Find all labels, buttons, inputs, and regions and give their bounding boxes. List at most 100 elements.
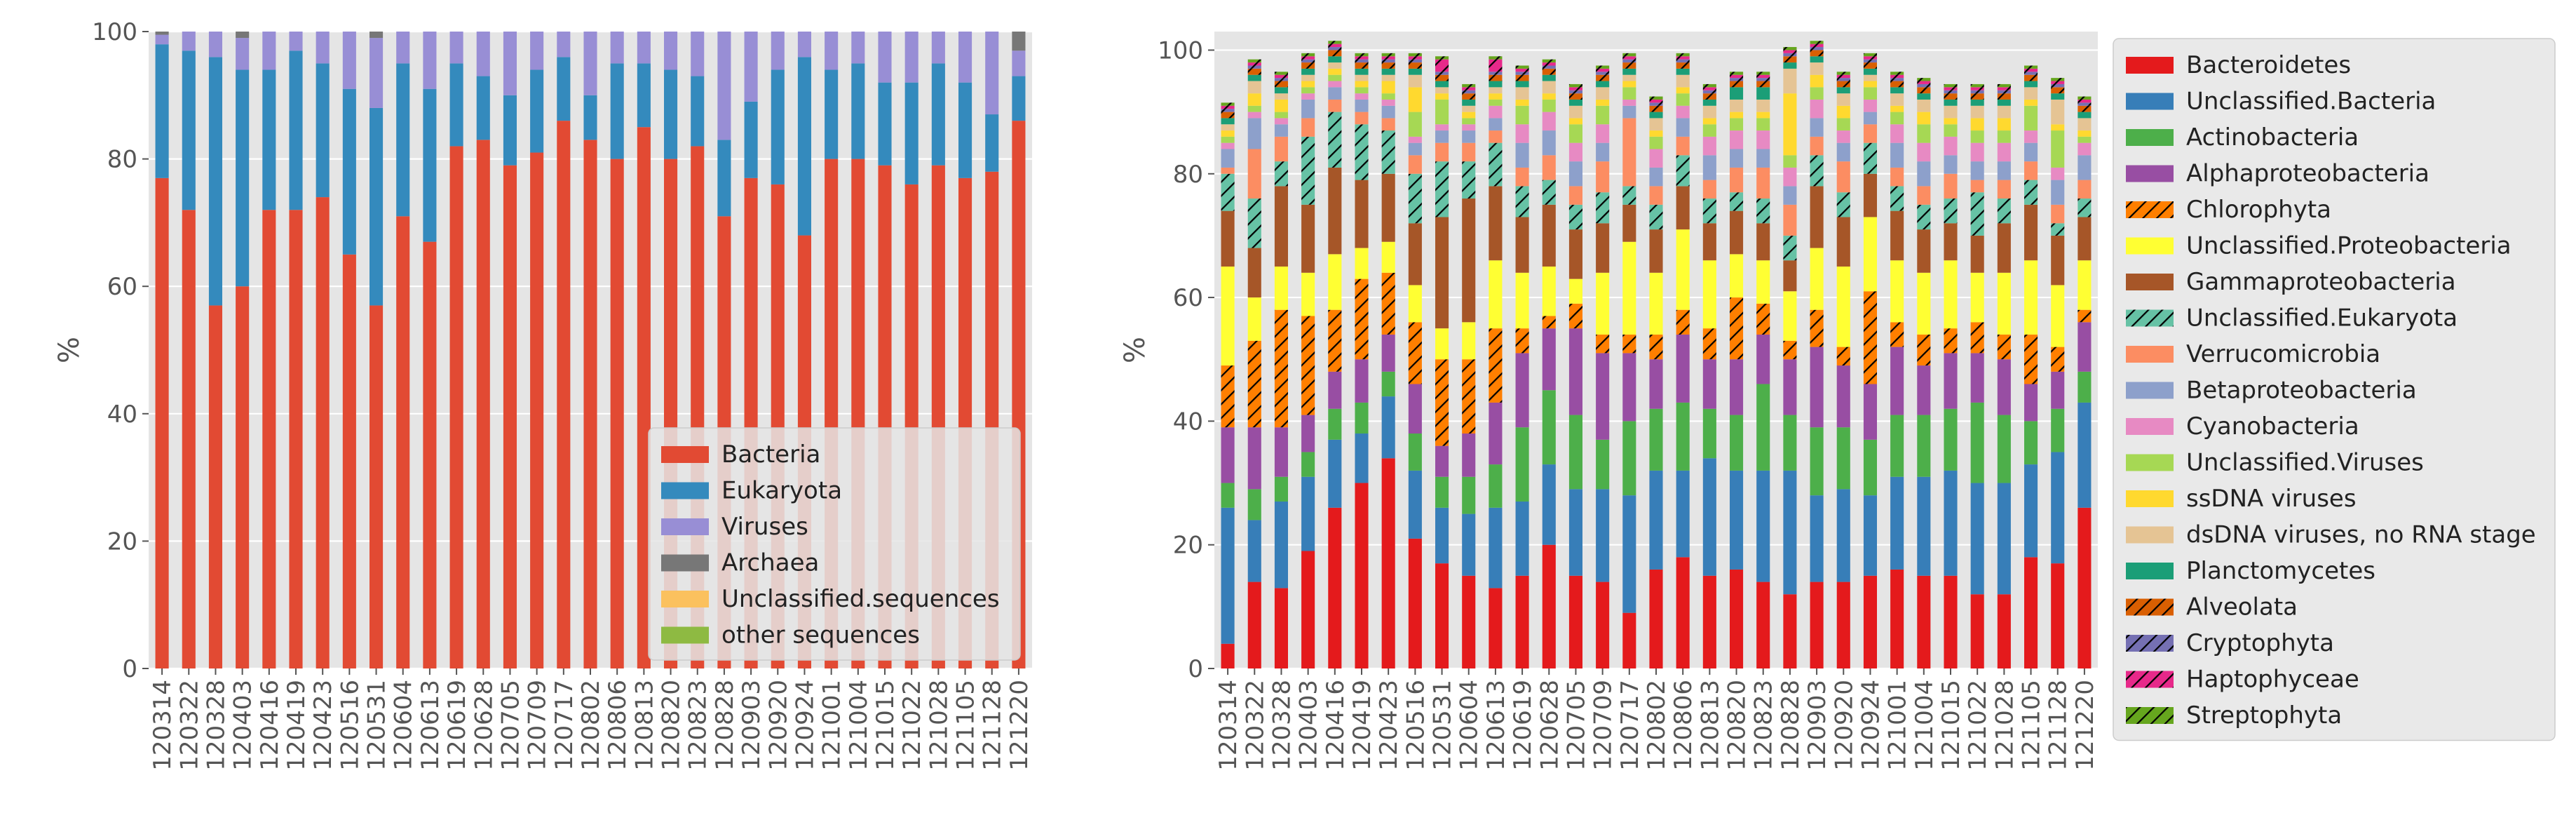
bar-segment-cyanobacteria	[1810, 99, 1824, 119]
bar-segment-unclassified-bacteria	[1836, 489, 1850, 582]
bar-segment-streptophyta	[1756, 72, 1770, 75]
bar-segment-chlorophyta	[1462, 359, 1476, 434]
bar-segment-alphaproteobacteria	[1355, 359, 1369, 403]
bar-segment-planctomycetes	[1783, 62, 1797, 69]
legend-entry-unclassified-sequences: Unclassified.sequences	[721, 585, 1000, 613]
bar-segment-unclassified-eukaryota	[1247, 199, 1261, 248]
bar-segment-alphaproteobacteria	[1944, 353, 1958, 409]
bar-segment-bacteroidetes	[1515, 575, 1529, 668]
bar-segment-alveolata	[1221, 112, 1235, 119]
bar-segment-haptophyceae	[1649, 99, 1663, 103]
bar-segment-planctomycetes	[2024, 81, 2038, 88]
bar-segment-cyanobacteria	[1730, 130, 1744, 149]
bar-segment-bacteroidetes	[1247, 582, 1261, 668]
bar-segment-verrucomicrobia	[1783, 204, 1797, 236]
legend-swatch-bacteria	[661, 446, 709, 463]
legend-swatch-cyanobacteria	[2126, 418, 2174, 435]
bar-segment-planctomycetes	[1568, 99, 1582, 106]
bar-segment-unclassified-viruses	[1863, 87, 1877, 100]
bar-segment-alphaproteobacteria	[1997, 359, 2011, 415]
bar-segment-dsdna-viruses-no-rna-stage	[1301, 74, 1315, 81]
bar-segment-unclassified-viruses	[1381, 93, 1395, 100]
legend-swatch-eukaryota	[661, 482, 709, 499]
bar-segment-dsdna-viruses-no-rna-stage	[1247, 81, 1261, 94]
bar-segment-unclassified-bacteria	[1944, 470, 1958, 576]
bar-segment-betaproteobacteria	[2024, 142, 2038, 162]
bar-segment-betaproteobacteria	[1542, 130, 1556, 156]
bar-segment-actinobacteria	[1997, 415, 2011, 483]
bar-segment-unclassified-proteobacteria	[1221, 266, 1235, 366]
bar-segment-unclassified-bacteria	[1328, 439, 1342, 508]
bar-segment-cyanobacteria	[1676, 105, 1690, 119]
bar-segment-viruses	[664, 32, 678, 70]
bar-segment-streptophyta	[1515, 65, 1529, 69]
bar-segment-verrucomicrobia	[1970, 180, 1984, 193]
bar-segment-viruses	[691, 32, 705, 76]
bar-segment-unclassified-bacteria	[1568, 489, 1582, 576]
bar-segment-viruses	[744, 32, 758, 102]
bar-segment-gammaproteobacteria	[1462, 199, 1476, 323]
bar-segment-alphaproteobacteria	[1836, 365, 1850, 428]
bar-segment-cyanobacteria	[2051, 167, 2065, 180]
bar-segment-dsdna-viruses-no-rna-stage	[1917, 99, 1931, 112]
bar-segment-chlorophyta	[1997, 334, 2011, 360]
bar-segment-verrucomicrobia	[1515, 167, 1529, 187]
bar-segment-verrucomicrobia	[1489, 130, 1503, 143]
bar-segment-gammaproteobacteria	[1301, 204, 1315, 273]
y-axis-label: %	[53, 337, 86, 363]
bar-segment-cryptophyta	[1408, 59, 1422, 63]
bar-segment-planctomycetes	[1381, 68, 1395, 75]
legend-entry-gammaproteobacteria: Gammaproteobacteria	[2186, 268, 2456, 296]
bar-segment-chlorophyta	[1489, 328, 1503, 403]
bar-segment-actinobacteria	[1649, 408, 1663, 471]
legend-swatch-haptophyceae	[2126, 671, 2174, 688]
legend-swatch-alphaproteobacteria	[2126, 165, 2174, 182]
bar-segment-haptophyceae	[1596, 68, 1610, 72]
bar-segment-bacteroidetes	[1221, 643, 1235, 668]
bar-segment-unclassified-proteobacteria	[1917, 272, 1931, 335]
bar-segment-unclassified-viruses	[1783, 155, 1797, 168]
bar-segment-dsdna-viruses-no-rna-stage	[2024, 87, 2038, 100]
bar-segment-unclassified-eukaryota	[1863, 142, 1877, 174]
bar-segment-gammaproteobacteria	[1489, 186, 1503, 261]
legend-entry-unclassified-bacteria: Unclassified.Bacteria	[2186, 88, 2436, 116]
bar-segment-cryptophyta	[1756, 78, 1770, 81]
bar-segment-chlorophyta	[2051, 347, 2065, 372]
bar-segment-cryptophyta	[1221, 109, 1235, 112]
bar-segment-unclassified-bacteria	[1730, 470, 1744, 570]
bar-segment-betaproteobacteria	[1596, 142, 1610, 162]
bar-segment-unclassified-bacteria	[2051, 452, 2065, 564]
bar-segment-planctomycetes	[1730, 87, 1744, 100]
bar-segment-planctomycetes	[1408, 68, 1422, 75]
bar-segment-viruses	[316, 32, 330, 64]
bar-segment-verrucomicrobia	[1622, 118, 1636, 187]
bar-segment-ssdna-viruses	[1408, 87, 1422, 112]
bar-segment-ssdna-viruses	[1568, 118, 1582, 125]
bar-segment-actinobacteria	[1783, 415, 1797, 471]
bar-segment-viruses	[851, 32, 865, 64]
x-tick-label: 120628	[470, 680, 498, 771]
bar-segment-haptophyceae	[1622, 56, 1636, 60]
bar-segment-streptophyta	[1970, 83, 1984, 88]
bar-segment-unclassified-eukaryota	[1702, 199, 1716, 224]
bar-segment-bacteria	[236, 286, 250, 668]
y-tick-label: 40	[107, 401, 137, 429]
bar-segment-cryptophyta	[1810, 47, 1824, 51]
bar-segment-cyanobacteria	[1917, 142, 1931, 162]
bar-segment-unclassified-bacteria	[1408, 470, 1422, 539]
bar-segment-alphaproteobacteria	[1917, 365, 1931, 415]
bar-segment-bacteroidetes	[1890, 569, 1904, 668]
bar-segment-bacteroidetes	[1568, 575, 1582, 668]
bar-segment-viruses	[904, 32, 918, 83]
y-tick-label: 80	[107, 146, 137, 174]
bar-segment-betaproteobacteria	[1568, 161, 1582, 187]
bar-segment-betaproteobacteria	[1890, 142, 1904, 168]
bar-segment-cyanobacteria	[1702, 136, 1716, 156]
bar-segment-gammaproteobacteria	[1515, 217, 1529, 273]
bar-segment-alphaproteobacteria	[1408, 384, 1422, 434]
bar-segment-chlorophyta	[1221, 365, 1235, 428]
bar-segment-cryptophyta	[1970, 90, 1984, 94]
bar-segment-haptophyceae	[1944, 87, 1958, 90]
bar-segment-unclassified-viruses	[1328, 74, 1342, 81]
x-tick-label: 121220	[1005, 680, 1033, 771]
